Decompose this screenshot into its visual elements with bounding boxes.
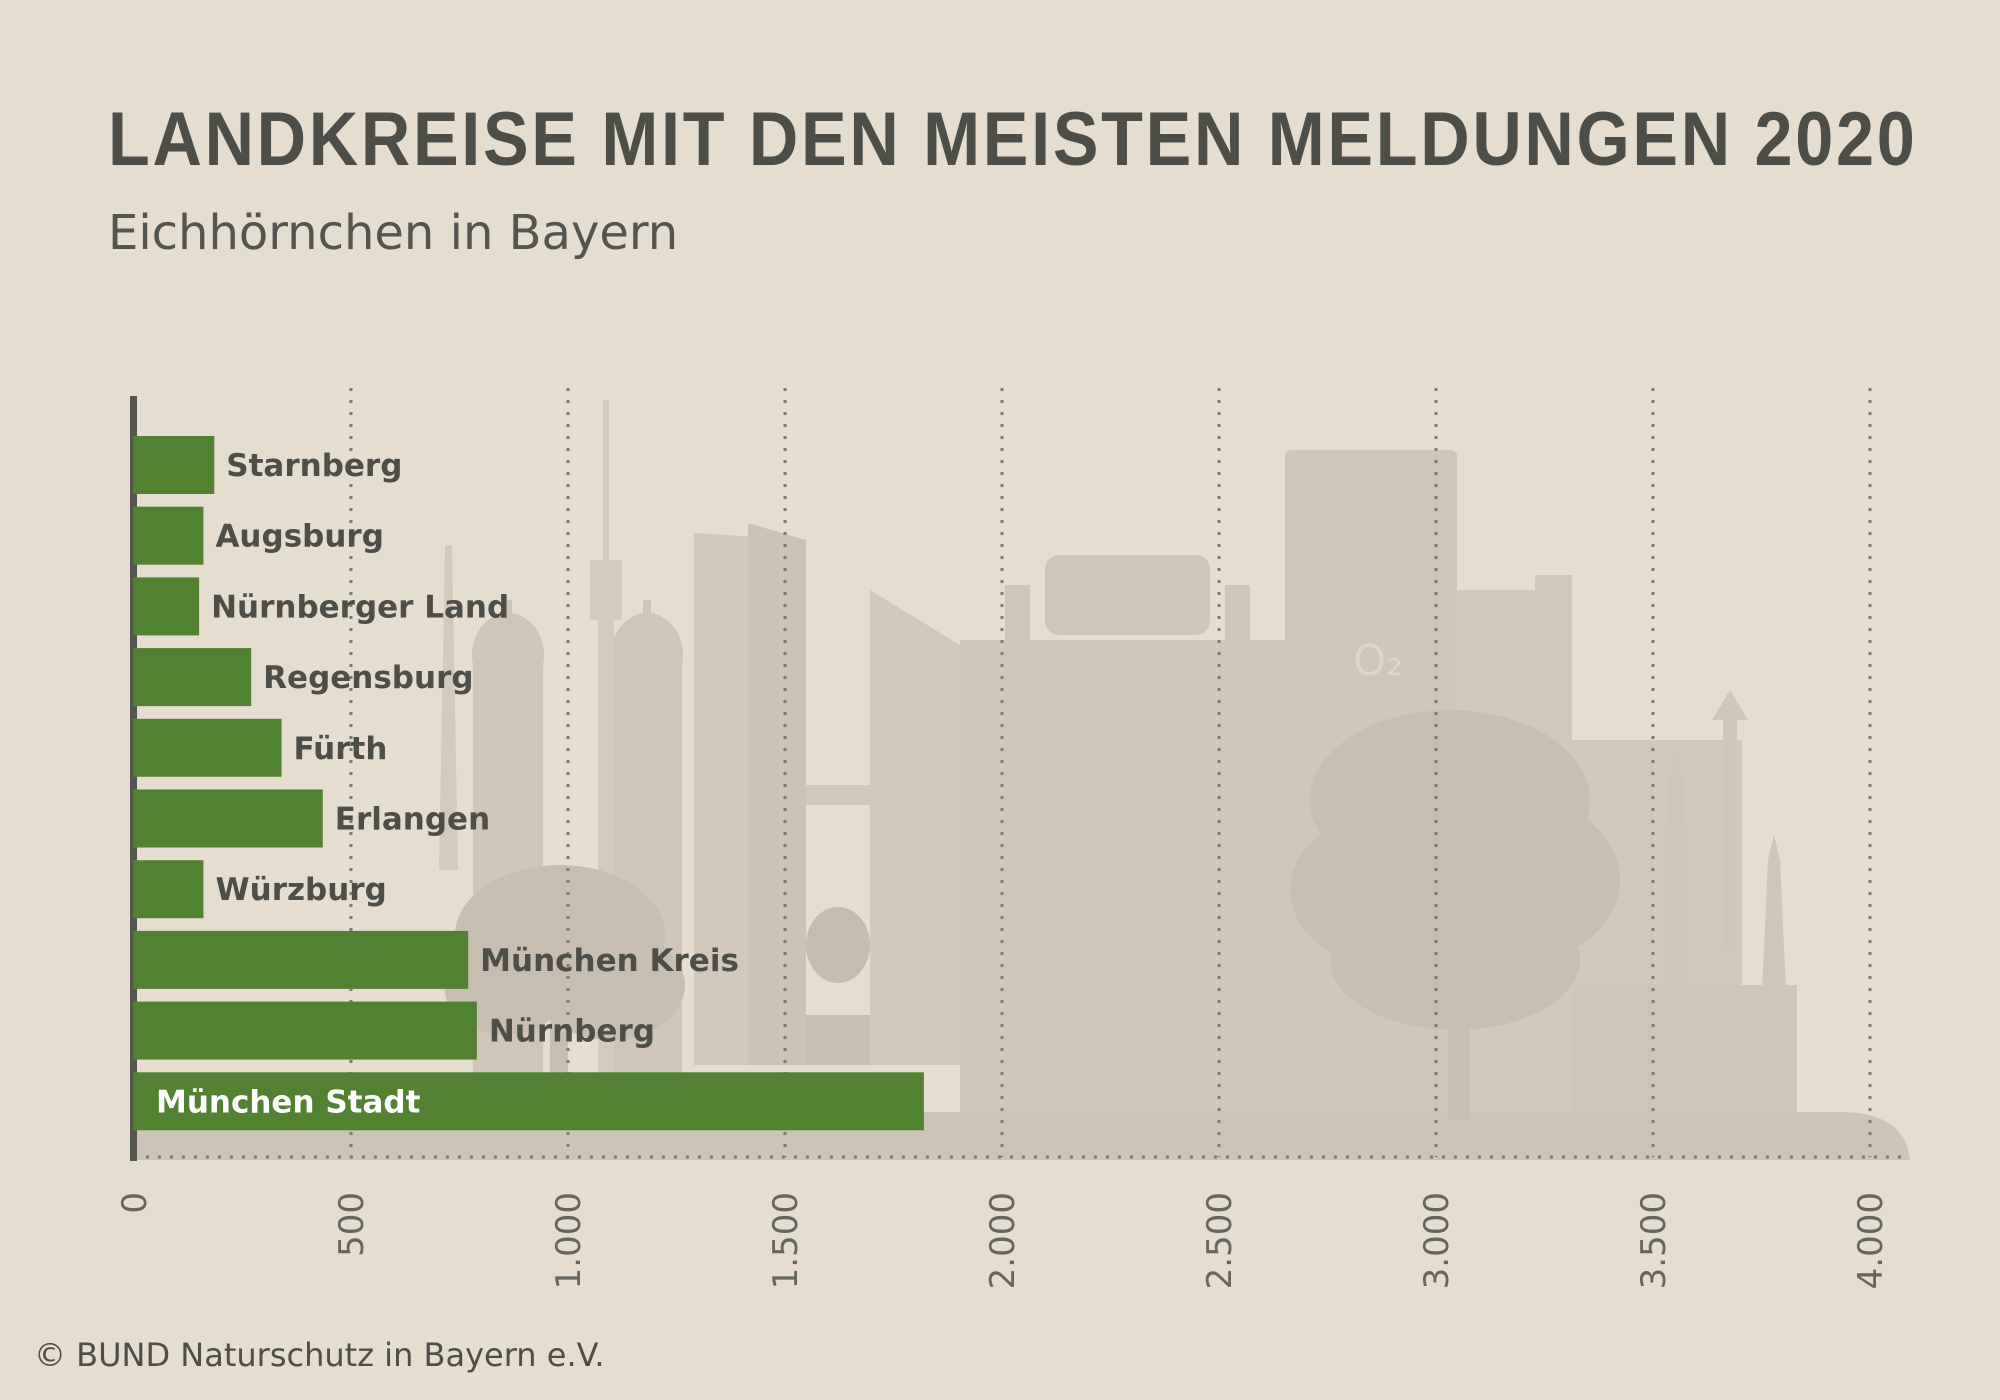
bar (133, 648, 252, 707)
chart-tick-labels: 0 500 1.000 1.500 2.000 2.500 3.000 3.500 4.000 (115, 1192, 1891, 1289)
x-tick-label: 2.500 (1200, 1192, 1240, 1289)
bar-label: Würzburg (215, 872, 386, 908)
x-tick-label: 500 (332, 1192, 372, 1257)
x-tick-label: 1.000 (549, 1192, 589, 1289)
bar-label: Augsburg (215, 519, 383, 555)
bar-label: Fürth (294, 731, 388, 767)
bar (133, 860, 204, 919)
chart-title: LANDKREISE MIT DEN MEISTEN MELDUNGEN 202… (108, 97, 1918, 182)
x-tick-label: 3.000 (1417, 1192, 1457, 1289)
x-tick-label: 1.500 (766, 1192, 806, 1289)
chart-subtitle: Eichhörnchen in Bayern (108, 205, 679, 261)
bar-label: München Stadt (156, 1084, 421, 1120)
bar (133, 718, 282, 777)
x-tick-label: 0 (115, 1192, 155, 1214)
x-tick-label: 2.000 (983, 1192, 1023, 1289)
bar-label: Nürnberger Land (211, 589, 509, 625)
x-tick-label: 4.000 (1851, 1192, 1891, 1289)
copyright-notice: © BUND Naturschutz in Bayern e.V. (34, 1336, 605, 1374)
bar-label: Starnberg (226, 448, 402, 484)
bar-label: Regensburg (263, 660, 473, 696)
bar (133, 577, 200, 636)
bar-label: München Kreis (480, 943, 739, 979)
bar (133, 930, 469, 989)
x-tick-label: 3.500 (1634, 1192, 1674, 1289)
bar-label: Erlangen (335, 802, 490, 838)
svg-text:O₂: O₂ (1353, 636, 1403, 685)
bar (133, 506, 204, 565)
chart-bars: Starnberg Augsburg Nürnberger Land Regensbu… (133, 436, 924, 1131)
bar (133, 1072, 924, 1131)
bar (133, 789, 323, 848)
chart-axes (130, 396, 1910, 1161)
bar (133, 436, 215, 494)
chart-grid (349, 388, 1872, 1157)
bar (133, 1001, 477, 1060)
bar-label: Nürnberg (489, 1014, 655, 1050)
y-axis (130, 396, 137, 1161)
